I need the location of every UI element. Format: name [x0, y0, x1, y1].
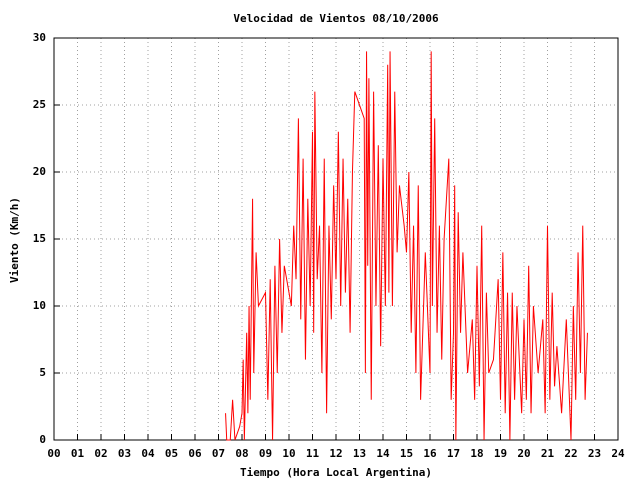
x-tick-label: 15	[400, 447, 413, 460]
x-tick-label: 13	[353, 447, 366, 460]
x-tick-label: 19	[494, 447, 507, 460]
x-tick-label: 09	[259, 447, 272, 460]
x-tick-label: 23	[588, 447, 601, 460]
x-tick-label: 20	[517, 447, 530, 460]
y-tick-label: 0	[39, 433, 46, 446]
y-tick-label: 30	[33, 31, 46, 44]
y-tick-label: 15	[33, 232, 46, 245]
x-tick-label: 24	[611, 447, 625, 460]
x-tick-label: 08	[235, 447, 248, 460]
x-tick-label: 06	[188, 447, 202, 460]
y-tick-label: 25	[33, 98, 46, 111]
x-tick-label: 14	[376, 447, 390, 460]
x-tick-label: 05	[165, 447, 178, 460]
x-tick-label: 12	[329, 447, 342, 460]
x-tick-label: 07	[212, 447, 225, 460]
x-axis-label: Tiempo (Hora Local Argentina)	[240, 466, 432, 479]
y-tick-label: 5	[39, 366, 46, 379]
x-tick-label: 17	[447, 447, 460, 460]
chart-title: Velocidad de Vientos 08/10/2006	[233, 12, 439, 25]
x-tick-label: 00	[47, 447, 60, 460]
x-tick-label: 10	[282, 447, 295, 460]
y-tick-label: 20	[33, 165, 46, 178]
x-tick-label: 21	[541, 447, 555, 460]
x-tick-label: 11	[306, 447, 320, 460]
x-tick-label: 01	[71, 447, 85, 460]
y-axis-label: Viento (Km/h)	[8, 197, 21, 283]
x-tick-label: 18	[470, 447, 483, 460]
x-tick-label: 04	[141, 447, 155, 460]
x-tick-label: 02	[94, 447, 107, 460]
x-tick-label: 16	[423, 447, 437, 460]
y-tick-label: 10	[33, 299, 46, 312]
plot-border	[53, 37, 619, 441]
data-line	[225, 51, 588, 441]
x-tick-label: 03	[118, 447, 131, 460]
x-tick-label: 22	[564, 447, 577, 460]
